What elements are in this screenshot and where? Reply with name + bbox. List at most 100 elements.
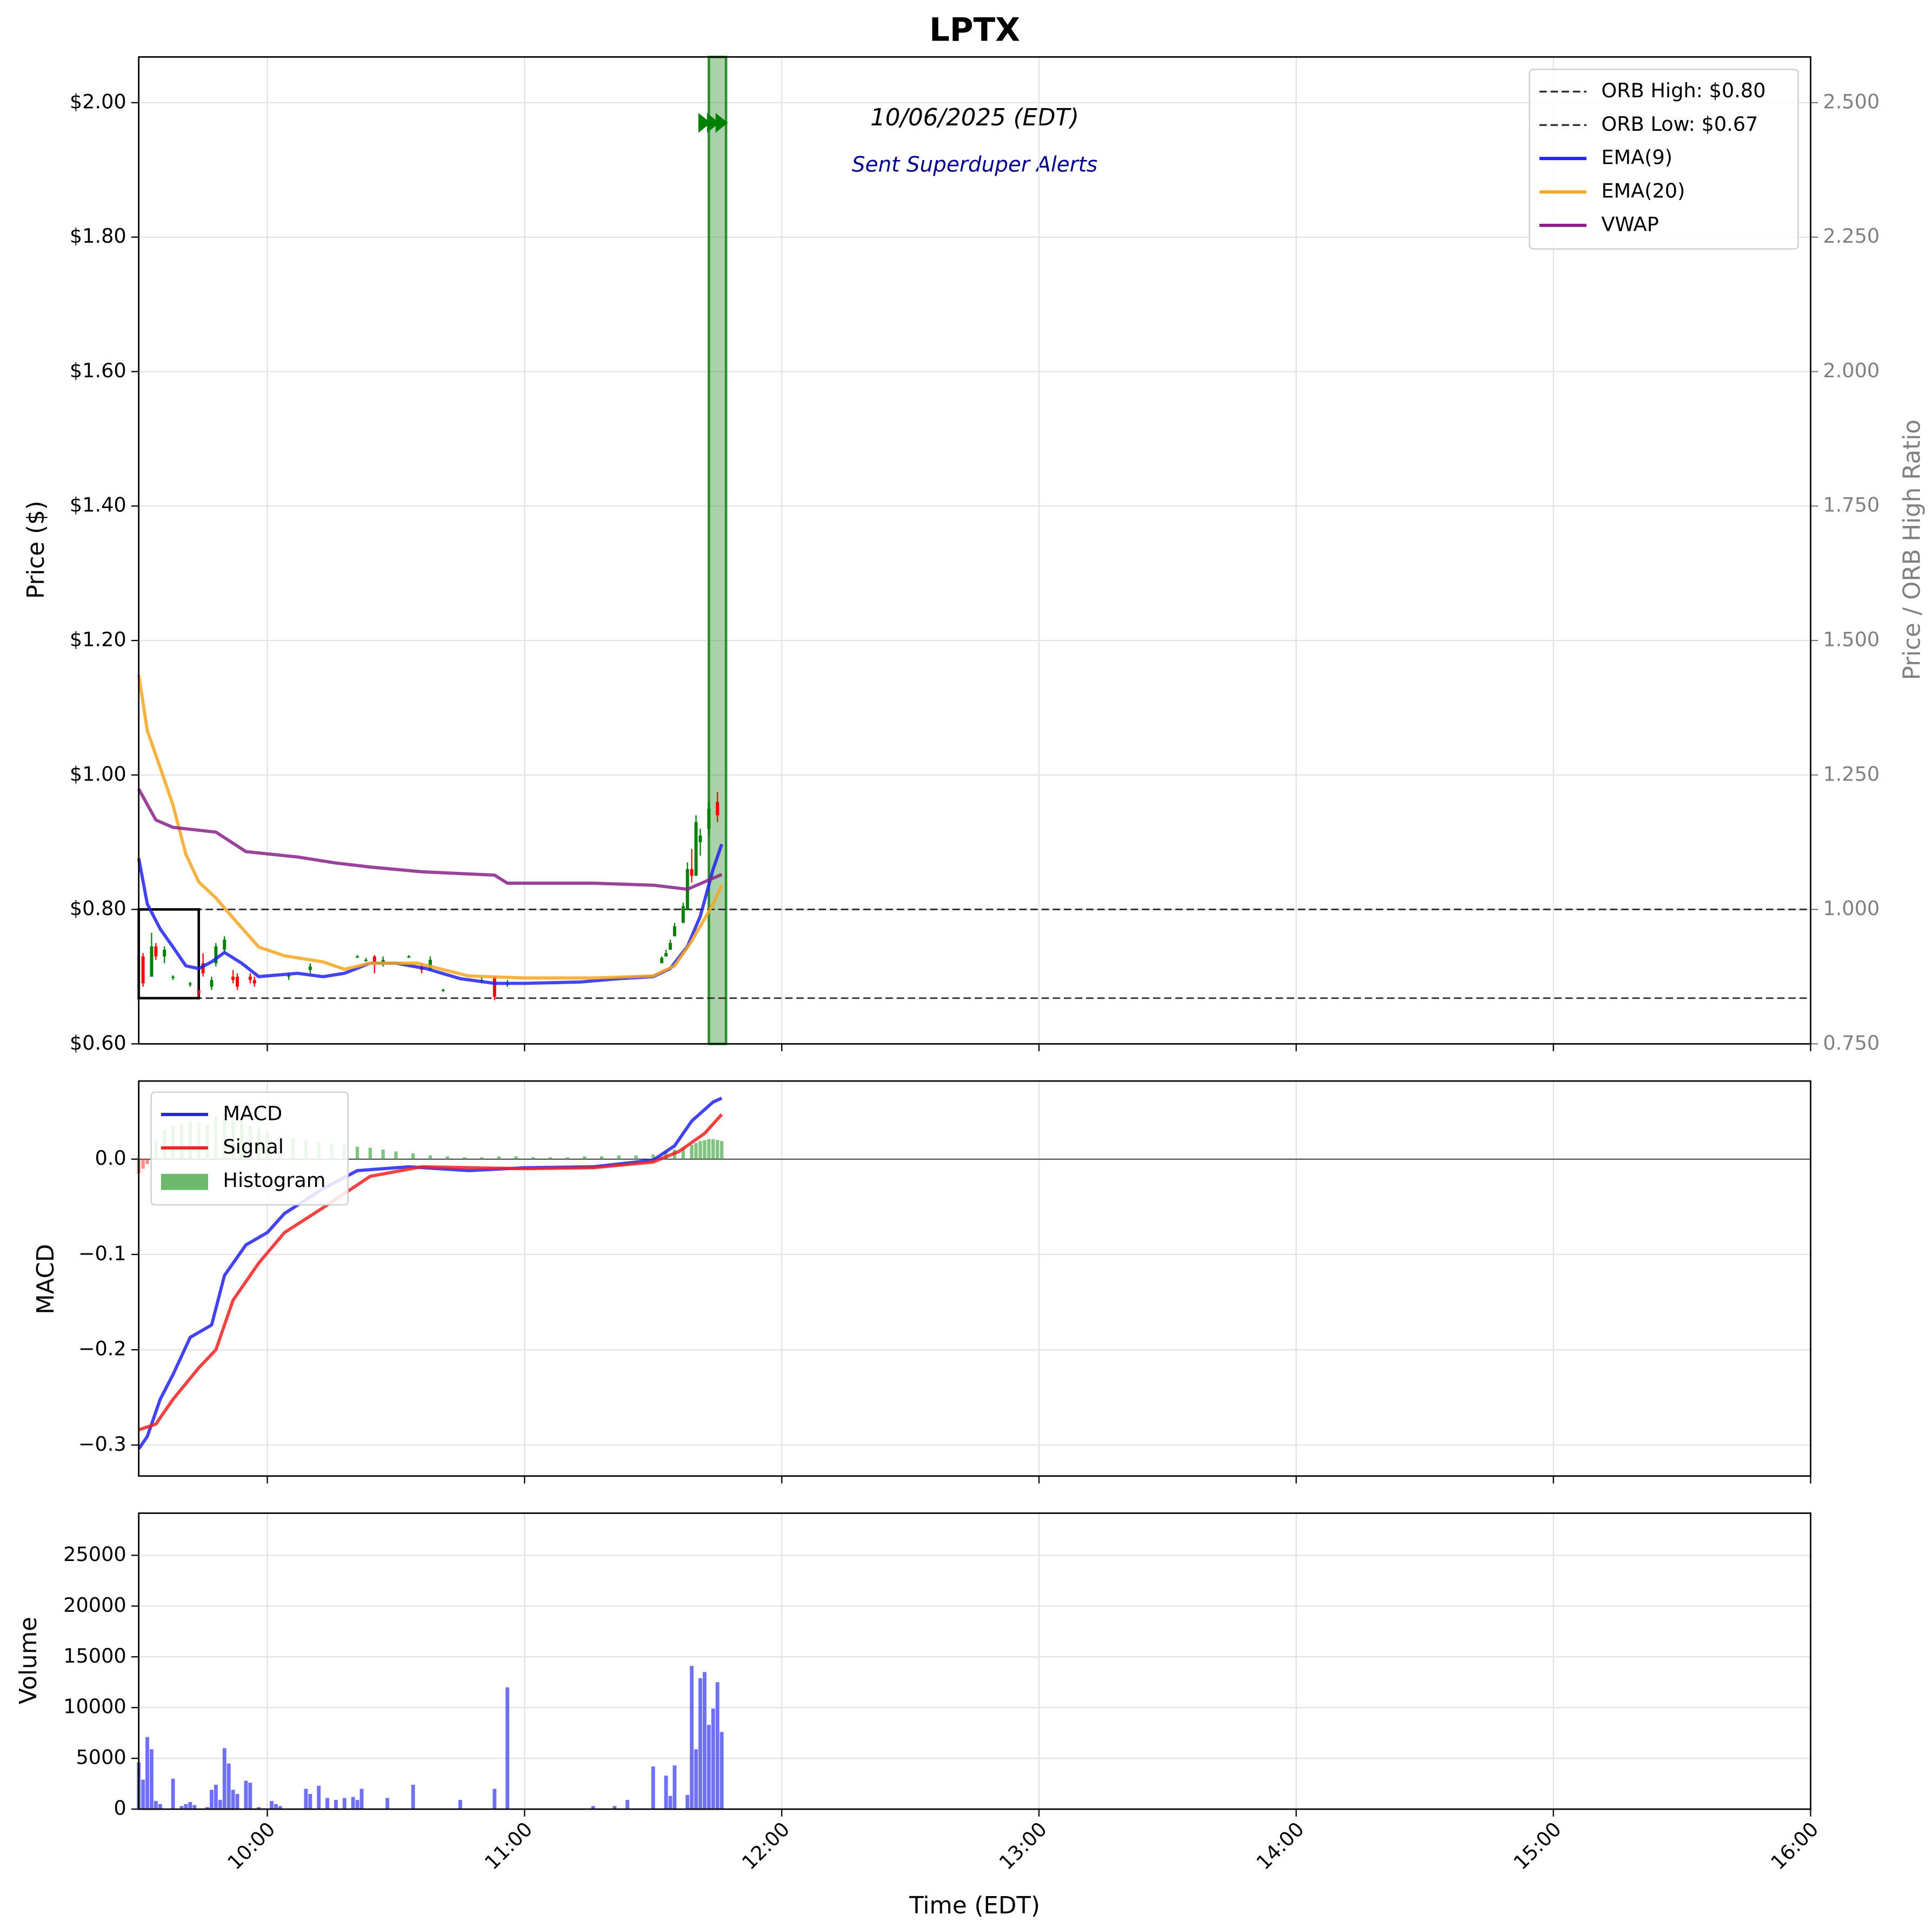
legend-label: EMA(20) [1601, 179, 1685, 203]
candle-body [252, 980, 256, 984]
volume-bar [458, 1800, 462, 1810]
candle-body [210, 980, 214, 987]
histogram-bar [651, 1154, 655, 1159]
histogram-bar [394, 1151, 398, 1159]
histogram-bar [617, 1155, 621, 1159]
candle-body [201, 963, 205, 973]
candle-body [381, 959, 385, 964]
y2-tick-label: 1.750 [1823, 493, 1880, 517]
volume-bar [158, 1804, 162, 1810]
legend-label: ORB Low: $0.67 [1601, 112, 1758, 136]
y-tick-label: −0.2 [78, 1337, 126, 1360]
volume-bar [719, 1732, 724, 1810]
candle-body [163, 950, 166, 957]
histogram-bar [514, 1156, 518, 1159]
candle-body [214, 946, 218, 964]
histogram-bar [381, 1149, 385, 1159]
series-line [137, 788, 723, 891]
y-tick-label: −0.1 [78, 1242, 126, 1265]
candle-body [672, 926, 676, 937]
candle-body [356, 956, 359, 958]
volume-bar [150, 1749, 154, 1810]
candle-body [171, 976, 175, 978]
volume-bar [694, 1749, 698, 1810]
volume-bar [248, 1783, 252, 1810]
date-annotation: 10/06/2025 (EDT) [870, 104, 1079, 131]
candle-body [690, 869, 694, 876]
volume-bar [222, 1748, 226, 1810]
candle-body [308, 966, 312, 970]
y-tick-label: $0.80 [70, 897, 126, 920]
alert-annotation: Sent Superduper Alerts [852, 152, 1098, 177]
candle-body [694, 822, 698, 876]
series-line [137, 674, 723, 980]
candle-body [664, 953, 668, 957]
candle-body [364, 959, 368, 962]
volume-bar [244, 1780, 248, 1810]
volume-bar [308, 1793, 312, 1810]
histogram-bar [681, 1148, 685, 1159]
y-tick-label: −0.3 [78, 1432, 126, 1456]
volume-bar [317, 1785, 321, 1810]
plot-frame [138, 56, 1811, 1045]
volume-bar [707, 1725, 711, 1810]
y2-axis-label: Price / ORB High Ratio [1899, 419, 1926, 680]
histogram-bar [694, 1143, 698, 1159]
y2-tick-label: 2.500 [1823, 90, 1880, 113]
candle-body [407, 956, 411, 958]
histogram-bar [145, 1159, 149, 1164]
y-tick-label: $1.40 [70, 493, 126, 517]
y-tick-label: 10000 [63, 1695, 126, 1718]
legend-label: VWAP [1601, 212, 1658, 236]
volume-bar [205, 1807, 209, 1810]
volume-bar [304, 1789, 308, 1810]
volume-bar [278, 1806, 282, 1810]
candle-body [669, 943, 672, 950]
volume-bar [411, 1784, 415, 1810]
volume-bar [235, 1793, 239, 1810]
volume-bar [325, 1798, 330, 1810]
histogram-bar [368, 1148, 372, 1159]
volume-bar [711, 1709, 715, 1810]
volume-bar [612, 1806, 617, 1810]
alert-marker [707, 112, 719, 133]
alert-marker [698, 112, 711, 133]
volume-bar [591, 1806, 595, 1810]
candle-body [188, 983, 192, 985]
histogram-bar [428, 1155, 432, 1159]
volume-bar [505, 1687, 510, 1810]
volume-bar [690, 1666, 694, 1810]
y2-tick-label: 1.250 [1823, 762, 1880, 785]
y2-tick-label: 2.000 [1823, 359, 1880, 382]
y-axis-label: Volume [15, 1617, 42, 1704]
candle-body [716, 802, 719, 816]
y2-tick-label: 2.250 [1823, 224, 1880, 248]
y2-tick-label: 0.750 [1823, 1031, 1880, 1055]
volume-bar [214, 1784, 218, 1810]
volume-bar [668, 1796, 672, 1810]
series-line [138, 1113, 723, 1432]
histogram-bar [698, 1141, 702, 1159]
candle-body [492, 976, 496, 997]
candle-body [698, 835, 702, 843]
candle-body [660, 958, 664, 964]
histogram-bar [479, 1157, 484, 1159]
candle-body [154, 946, 158, 957]
y-tick-label: $1.80 [70, 224, 126, 248]
y-tick-label: $0.60 [70, 1031, 126, 1055]
volume-bar [685, 1794, 690, 1810]
volume-bar [664, 1776, 668, 1810]
y-tick-label: 0.0 [95, 1146, 126, 1170]
histogram-bar [463, 1157, 467, 1159]
histogram-bar [707, 1139, 711, 1159]
volume-bar [231, 1790, 235, 1810]
volume-bar [698, 1678, 702, 1810]
y-axis-label: MACD [32, 1244, 59, 1314]
histogram-bar [565, 1157, 569, 1159]
y-axis-label: Price ($) [23, 501, 50, 599]
candle-body [236, 976, 239, 987]
candle-body [197, 990, 201, 993]
volume-bar [154, 1801, 158, 1810]
